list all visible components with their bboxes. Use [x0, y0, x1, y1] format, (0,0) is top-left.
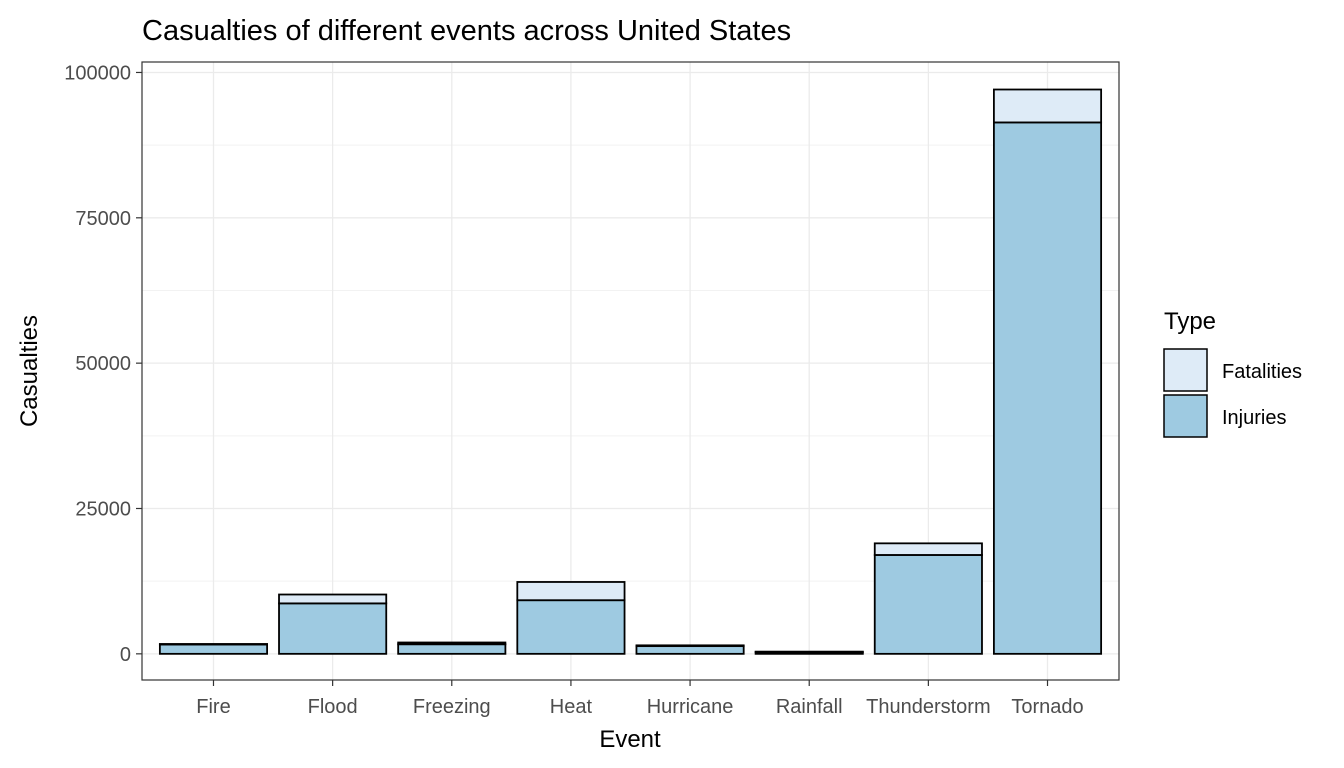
bar-fatalities-tornado [992, 88, 1103, 124]
plot-border [141, 61, 1120, 681]
x-tick-label: Thunderstorm [866, 696, 991, 718]
bar-injuries-fire [158, 643, 269, 655]
x-tick-label: Hurricane [647, 696, 734, 718]
bar-injuries-freezing [397, 643, 507, 655]
bars [158, 88, 1103, 655]
y-tick-label: 25000 [75, 498, 131, 520]
x-tick-label: Freezing [413, 696, 491, 718]
x-axis: Fire Flood Freezing Heat Hurricane Rainfall Th… [196, 680, 1084, 718]
y-tick-label: 100000 [64, 62, 131, 84]
x-tick-label: Flood [308, 696, 358, 718]
bar-injuries-heat [516, 599, 626, 655]
x-tick-label: Rainfall [776, 696, 843, 718]
legend-label-injuries: Injuries [1222, 407, 1286, 429]
bar-injuries-tornado [992, 121, 1103, 655]
chart-title: Casualties of different events across Un… [142, 15, 791, 47]
legend-key-fatalities [1163, 348, 1208, 392]
y-axis: 0 25000 50000 75000 100000 [64, 62, 142, 666]
legend-title: Type [1164, 308, 1216, 335]
x-tick-label: Fire [196, 696, 230, 718]
legend: Type Fatalities Injuries [1163, 308, 1302, 438]
bar-fatalities-heat [516, 581, 626, 602]
bar-fatalities-fire [158, 643, 269, 646]
x-tick-label: Tornado [1011, 696, 1083, 718]
bar-injuries-flood [278, 602, 388, 655]
x-axis-title: Event [599, 726, 661, 753]
bar-injuries-hurricane [635, 645, 745, 655]
bar-fatalities-hurricane [635, 644, 745, 648]
x-tick-label: Heat [550, 696, 593, 718]
y-axis-title: Casualties [16, 315, 43, 427]
major-gridlines [142, 62, 1119, 680]
bar-injuries-thunderstorm [873, 554, 983, 655]
y-tick-label: 75000 [75, 208, 131, 230]
bar-fatalities-freezing [397, 641, 507, 646]
bar-fatalities-thunderstorm [873, 542, 983, 556]
legend-label-fatalities: Fatalities [1222, 361, 1302, 383]
bar-fatalities-rainfall [754, 650, 864, 654]
y-tick-label: 0 [120, 644, 131, 666]
y-tick-label: 50000 [75, 353, 131, 375]
legend-key-injuries [1163, 394, 1208, 438]
bar-fatalities-flood [278, 593, 388, 605]
